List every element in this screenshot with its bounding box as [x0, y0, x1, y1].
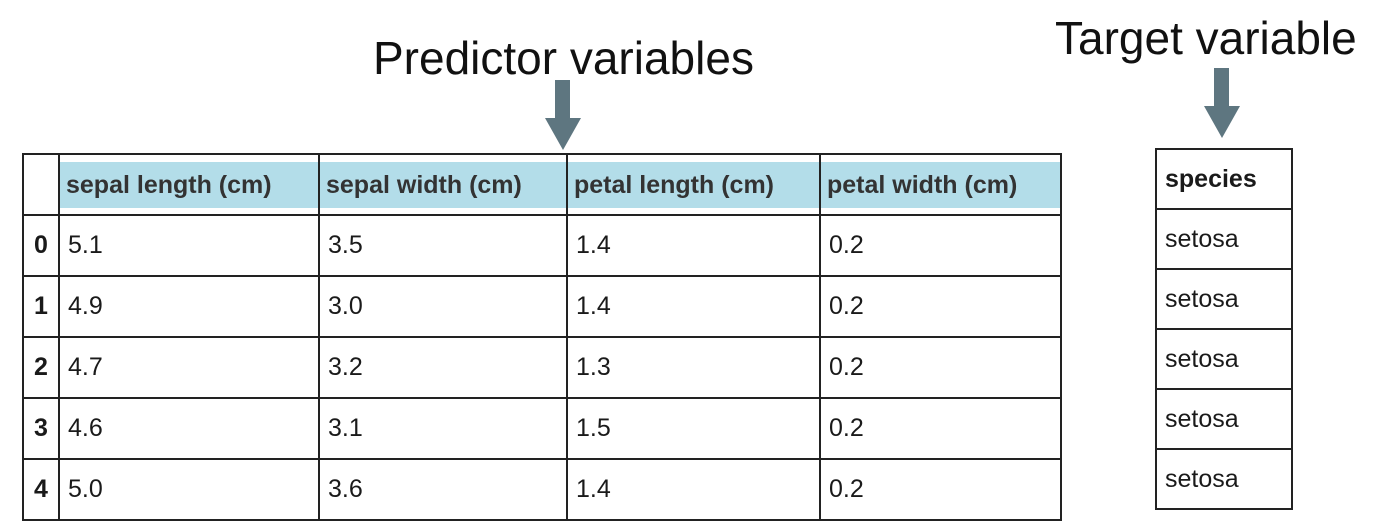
table-row: 3 4.6 3.1 1.5 0.2 — [22, 397, 1062, 460]
table-row: 1 4.9 3.0 1.4 0.2 — [22, 275, 1062, 338]
index-header — [22, 153, 60, 216]
table-row: 0 5.1 3.5 1.4 0.2 — [22, 214, 1062, 277]
table-row: setosa — [1155, 268, 1293, 330]
table-cell: 3.0 — [318, 275, 568, 338]
predictor-variables-caption: Predictor variables — [373, 32, 754, 84]
table-row: 4 5.0 3.6 1.4 0.2 — [22, 458, 1062, 521]
table-cell: 3.5 — [318, 214, 568, 277]
table-cell: setosa — [1155, 328, 1293, 390]
target-table: species setosa setosa setosa setosa seto… — [1155, 148, 1293, 510]
arrow-down-icon — [545, 80, 581, 150]
table-cell: 1.5 — [566, 397, 821, 460]
table-row: setosa — [1155, 208, 1293, 270]
table-header-row: species — [1155, 148, 1293, 210]
table-cell: 5.0 — [58, 458, 320, 521]
table-cell: 3.1 — [318, 397, 568, 460]
table-cell: setosa — [1155, 448, 1293, 510]
table-row: setosa — [1155, 328, 1293, 390]
table-cell: 0.2 — [819, 458, 1062, 521]
row-index: 2 — [22, 336, 60, 399]
table-cell: 3.6 — [318, 458, 568, 521]
table-cell: 0.2 — [819, 214, 1062, 277]
arrow-down-icon — [1204, 68, 1240, 138]
table-cell: 4.7 — [58, 336, 320, 399]
table-row: 2 4.7 3.2 1.3 0.2 — [22, 336, 1062, 399]
table-cell: 1.4 — [566, 275, 821, 338]
table-cell: 4.9 — [58, 275, 320, 338]
predictor-table: sepal length (cm) sepal width (cm) petal… — [22, 153, 1062, 521]
table-cell: 0.2 — [819, 397, 1062, 460]
row-index: 0 — [22, 214, 60, 277]
row-index: 4 — [22, 458, 60, 521]
table-cell: setosa — [1155, 268, 1293, 330]
column-header: petal width (cm) — [819, 153, 1062, 216]
column-header: species — [1155, 148, 1293, 210]
row-index: 1 — [22, 275, 60, 338]
row-index: 3 — [22, 397, 60, 460]
table-cell: 3.2 — [318, 336, 568, 399]
table-cell: 0.2 — [819, 336, 1062, 399]
table-cell: 1.4 — [566, 214, 821, 277]
table-cell: setosa — [1155, 208, 1293, 270]
table-cell: 5.1 — [58, 214, 320, 277]
table-row: setosa — [1155, 388, 1293, 450]
column-header: petal length (cm) — [566, 153, 821, 216]
table-row: setosa — [1155, 448, 1293, 510]
target-variable-caption: Target variable — [1055, 12, 1357, 64]
table-cell: 4.6 — [58, 397, 320, 460]
column-header: sepal width (cm) — [318, 153, 568, 216]
table-cell: 0.2 — [819, 275, 1062, 338]
table-cell: 1.4 — [566, 458, 821, 521]
table-header-row: sepal length (cm) sepal width (cm) petal… — [22, 153, 1062, 216]
column-header: sepal length (cm) — [58, 153, 320, 216]
table-cell: 1.3 — [566, 336, 821, 399]
table-cell: setosa — [1155, 388, 1293, 450]
